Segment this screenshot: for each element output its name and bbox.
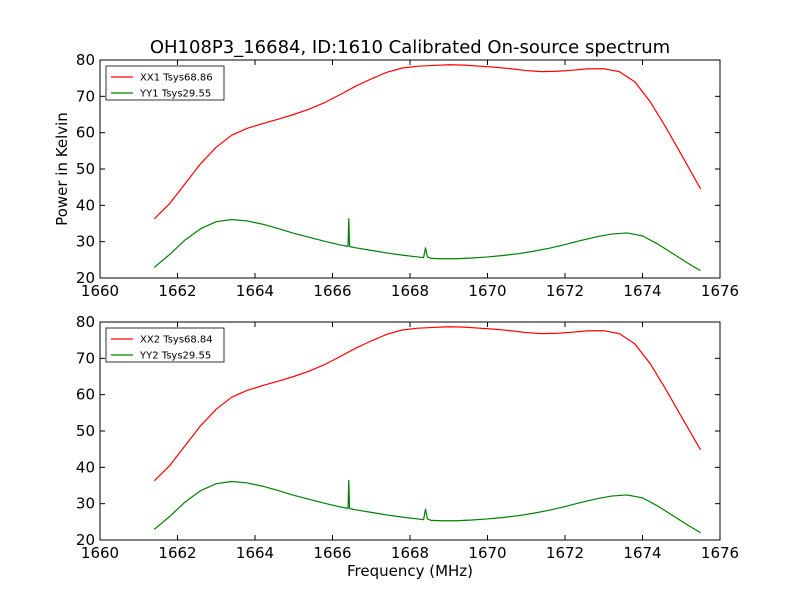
- legend-label: YY1 Tsys29.55: [139, 89, 211, 100]
- series-line-2-2: [153, 479, 701, 534]
- x-tick-label: 1674: [623, 544, 661, 562]
- y-tick-label: 60: [76, 124, 95, 142]
- x-tick-label: 1676: [701, 544, 739, 562]
- x-tick-label: 1670: [468, 282, 506, 300]
- x-tick-label: 1664: [236, 282, 274, 300]
- x-tick-label: 1670: [468, 544, 506, 562]
- x-tick-label: 1660: [81, 544, 119, 562]
- y-tick-label: 40: [76, 196, 95, 214]
- legend-box-2: [105, 327, 225, 363]
- x-axis-label: Frequency (MHz): [347, 562, 473, 580]
- y-tick-label: 30: [76, 495, 95, 513]
- legend-label: XX2 Tsys68.84: [140, 335, 213, 346]
- y-tick-label: 70: [76, 349, 95, 367]
- x-tick-label: 1662: [158, 282, 196, 300]
- y-tick-label: 20: [76, 531, 95, 549]
- legend-box-1: [105, 65, 225, 101]
- series-line-1-1: [153, 64, 702, 220]
- y-tick-label: 50: [76, 160, 95, 178]
- y-tick-label: 50: [76, 422, 95, 440]
- x-tick-label: 1660: [81, 282, 119, 300]
- legend-label: YY2 Tsys29.55: [139, 351, 211, 362]
- plots-group: 1660 1662 1664 1666 1668 1670 1672 1674 1676 20 30…: [76, 51, 739, 562]
- y-axis-label: Power in Kelvin: [53, 112, 71, 226]
- x-tick-label: 1674: [623, 282, 661, 300]
- plot-panel-2: 1660 1662 1664 1666 1668 1670 1672 1674 1676 20 30…: [76, 313, 739, 562]
- chart-title: OH108P3_16684, ID:1610 Calibrated On-sou…: [150, 37, 670, 58]
- x-tick-label: 1666: [313, 282, 351, 300]
- x-tick-label: 1666: [313, 544, 351, 562]
- series-line-1-2: [153, 218, 701, 272]
- legend-label: XX1 Tsys68.86: [140, 73, 213, 84]
- y-tick-label: 40: [76, 458, 95, 476]
- y-tick-label: 80: [76, 51, 95, 69]
- x-tick-label: 1672: [546, 544, 584, 562]
- y-tick-label: 30: [76, 233, 95, 251]
- y-tick-label: 70: [76, 87, 95, 105]
- x-tick-label: 1676: [701, 282, 739, 300]
- x-tick-label: 1662: [158, 544, 196, 562]
- x-tick-label: 1668: [391, 282, 429, 300]
- x-tick-label: 1668: [391, 544, 429, 562]
- plot-panel-1: 1660 1662 1664 1666 1668 1670 1672 1674 1676 20 30…: [76, 51, 739, 300]
- y-tick-label: 20: [76, 269, 95, 287]
- y-tick-label: 80: [76, 313, 95, 331]
- x-tick-label: 1672: [546, 282, 584, 300]
- series-line-2-1: [153, 326, 702, 482]
- x-tick-label: 1664: [236, 544, 274, 562]
- y-tick-label: 60: [76, 386, 95, 404]
